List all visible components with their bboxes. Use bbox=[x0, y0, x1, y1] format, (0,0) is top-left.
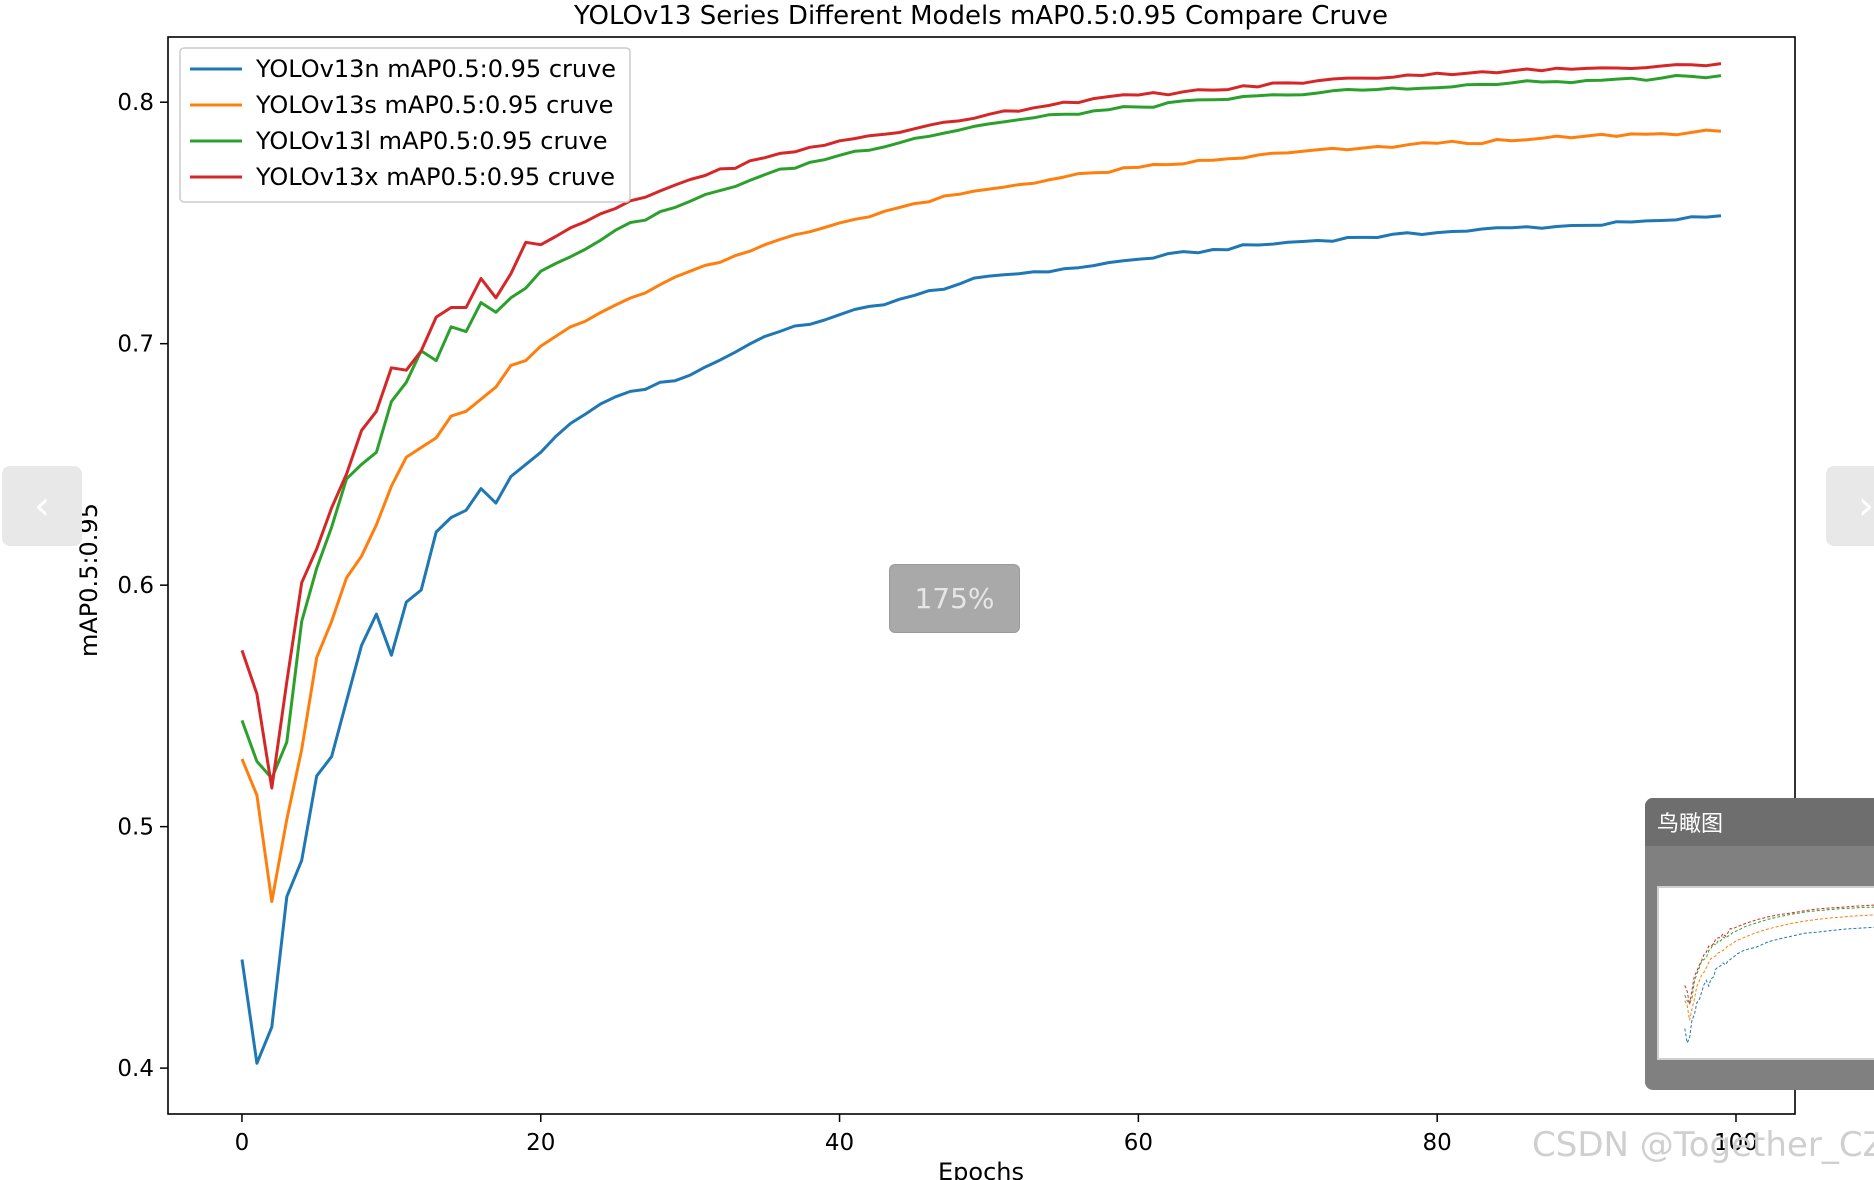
legend-label: YOLOv13x mAP0.5:0.95 cruve bbox=[255, 163, 615, 191]
overview-thumbnail[interactable] bbox=[1657, 886, 1874, 1060]
series-line bbox=[240, 128, 1722, 903]
x-axis: 0 20 40 60 80 100 bbox=[235, 1114, 1758, 1156]
zoom-level-text: 175% bbox=[914, 582, 995, 615]
y-tick-label: 0.7 bbox=[117, 332, 154, 358]
y-axis: 0.4 0.5 0.6 0.7 0.8 bbox=[117, 90, 168, 1082]
series-line bbox=[240, 214, 1722, 1065]
legend-box bbox=[179, 47, 631, 203]
x-axis-label: Epochs bbox=[938, 1158, 1024, 1180]
y-tick-label: 0.6 bbox=[117, 573, 154, 599]
y-tick-label: 0.5 bbox=[117, 815, 154, 841]
prev-image-button[interactable]: ‹ bbox=[2, 466, 82, 546]
series-line bbox=[240, 62, 1722, 790]
x-tick-label: 60 bbox=[1124, 1130, 1153, 1156]
overview-header: 鸟瞰图 bbox=[1645, 798, 1874, 846]
legend-label: YOLOv13n mAP0.5:0.95 cruve bbox=[255, 55, 616, 83]
legend-label: YOLOv13s mAP0.5:0.95 cruve bbox=[255, 91, 613, 119]
y-tick-label: 0.8 bbox=[117, 90, 154, 116]
x-tick-label: 80 bbox=[1423, 1130, 1452, 1156]
chevron-left-icon: ‹ bbox=[34, 483, 50, 529]
thumbnail-series-line bbox=[1684, 904, 1874, 1005]
series-line bbox=[240, 74, 1722, 780]
zoom-level-badge: 175% bbox=[889, 564, 1020, 633]
y-tick-label: 0.4 bbox=[117, 1056, 154, 1082]
thumbnail-series-line bbox=[1684, 914, 1874, 1021]
x-tick-label: 40 bbox=[825, 1130, 854, 1156]
overview-title: 鸟瞰图 bbox=[1657, 812, 1724, 837]
next-image-button[interactable]: › bbox=[1826, 466, 1874, 546]
x-tick-label: 20 bbox=[526, 1130, 555, 1156]
watermark: CSDN @Together_CZ bbox=[1532, 1125, 1874, 1165]
x-tick-label: 100 bbox=[1714, 1130, 1758, 1156]
chart-title: YOLOv13 Series Different Models mAP0.5:0… bbox=[573, 1, 1388, 31]
thumbnail-series-line bbox=[1684, 906, 1874, 1005]
x-tick-label: 0 bbox=[235, 1130, 250, 1156]
series-layer bbox=[240, 62, 1722, 1065]
chevron-right-icon: › bbox=[1858, 483, 1874, 529]
overview-panel[interactable]: 鸟瞰图 bbox=[1645, 798, 1874, 1090]
thumbnail-series-line bbox=[1684, 926, 1874, 1045]
overview-thumbnail-chart bbox=[1684, 904, 1874, 1045]
chart-legend: YOLOv13n mAP0.5:0.95 cruve YOLOv13s mAP0… bbox=[179, 47, 631, 203]
legend-label: YOLOv13l mAP0.5:0.95 cruve bbox=[255, 127, 608, 155]
plot-frame bbox=[167, 36, 1796, 1115]
